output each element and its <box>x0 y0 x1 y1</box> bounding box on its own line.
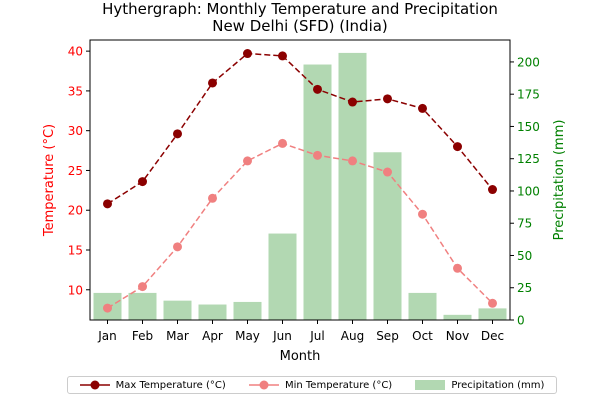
precip-bar-aug <box>338 52 367 321</box>
x-tick-label-jun: Jun <box>272 329 292 343</box>
min-temp-point-apr <box>208 193 217 203</box>
min-temp-point-jun <box>278 138 287 148</box>
min-temp-point-feb <box>138 282 147 292</box>
x-tick-label-oct: Oct <box>412 329 433 343</box>
precip-bar-feb <box>128 292 157 320</box>
y-left-tick-label: 35 <box>68 84 83 98</box>
y-right-tick-label: 100 <box>517 184 540 198</box>
y-right-tick-label: 150 <box>517 120 540 134</box>
legend-swatch-max-temp <box>79 380 110 390</box>
y-right-tick-label: 175 <box>517 88 540 102</box>
y-right-tick-label: 0 <box>517 314 525 328</box>
chart-title: Hythergraph: Monthly Temperature and Pre… <box>102 0 498 18</box>
y-left-tick-label: 15 <box>68 244 83 258</box>
x-tick-label-sep: Sep <box>376 329 399 343</box>
x-tick-label-jul: Jul <box>309 329 324 343</box>
legend-swatch-min-temp <box>248 380 279 390</box>
legend-swatch-precipitation <box>415 380 446 390</box>
y-left-tick-label: 40 <box>68 45 83 59</box>
x-tick-label-apr: Apr <box>202 329 223 343</box>
max-temp-point-sep <box>383 94 392 104</box>
max-temp-line <box>107 52 494 205</box>
min-temp-point-oct <box>418 209 427 219</box>
legend-item-precipitation: Precipitation (mm) <box>415 380 544 391</box>
chart-subtitle: New Delhi (SFD) (India) <box>212 17 388 35</box>
precip-bar-nov <box>443 314 472 320</box>
precip-bar-apr <box>198 304 227 320</box>
x-tick-label-feb: Feb <box>132 329 153 343</box>
legend-label-min-temp: Min Temperature (°C) <box>284 379 393 391</box>
max-temp-point-jan <box>103 199 112 209</box>
y-left-tick-label: 30 <box>68 124 83 138</box>
x-tick-label-nov: Nov <box>446 329 469 343</box>
precip-bar-jul <box>303 64 332 321</box>
chart-legend: Max Temperature (°C) Min Temperature (°C… <box>67 376 557 394</box>
min-temp-point-sep <box>383 167 392 177</box>
legend-item-max-temp: Max Temperature (°C) <box>79 379 226 391</box>
min-temp-point-mar <box>173 242 182 252</box>
x-tick-label-aug: Aug <box>341 329 364 343</box>
max-temp-point-aug <box>348 97 357 107</box>
precip-bar-mar <box>163 300 192 320</box>
min-temp-point-dec <box>488 298 497 308</box>
y-right-tick-label: 125 <box>517 152 540 166</box>
precip-bar-dec <box>478 308 507 320</box>
max-temp-point-dec <box>488 185 497 195</box>
y-right-tick-label: 25 <box>517 281 532 295</box>
legend-label-precipitation: Precipitation (mm) <box>451 379 545 391</box>
x-tick-label-jan: Jan <box>97 329 117 343</box>
y-left-tick-label: 25 <box>68 164 83 178</box>
x-tick-label-mar: Mar <box>166 329 189 343</box>
max-temp-point-may <box>243 49 252 59</box>
max-temp-point-jun <box>278 51 287 61</box>
legend-label-max-temp: Max Temperature (°C) <box>115 379 226 391</box>
max-temp-point-nov <box>453 142 462 152</box>
x-tick-label-dec: Dec <box>481 329 504 343</box>
max-temp-point-jul <box>313 84 322 94</box>
max-temp-point-mar <box>173 129 182 139</box>
min-temp-point-nov <box>453 263 462 273</box>
y-axis-right-label: Precipitation (mm) <box>552 120 567 241</box>
min-temp-point-jul <box>313 150 322 160</box>
max-temp-point-apr <box>208 78 217 88</box>
precip-bar-jun <box>268 233 297 320</box>
y-left-tick-label: 10 <box>68 283 83 297</box>
min-temp-line <box>107 142 494 309</box>
y-right-tick-label: 75 <box>517 217 532 231</box>
y-right-tick-label: 200 <box>517 55 540 69</box>
min-temp-point-may <box>243 156 252 166</box>
precip-bar-sep <box>373 152 402 320</box>
precip-bar-may <box>233 301 262 320</box>
y-left-tick-label: 20 <box>68 204 83 218</box>
x-tick-label-may: May <box>235 329 260 343</box>
precip-bar-oct <box>408 292 437 320</box>
plot-frame <box>89 39 511 321</box>
min-temp-point-jan <box>103 303 112 313</box>
min-temp-point-aug <box>348 156 357 166</box>
legend-item-min-temp: Min Temperature (°C) <box>248 379 393 391</box>
y-axis-left-label: Temperature (°C) <box>42 124 57 237</box>
max-temp-point-oct <box>418 103 427 113</box>
max-temp-point-feb <box>138 177 147 187</box>
x-axis-label: Month <box>280 349 321 364</box>
y-right-tick-label: 50 <box>517 249 532 263</box>
